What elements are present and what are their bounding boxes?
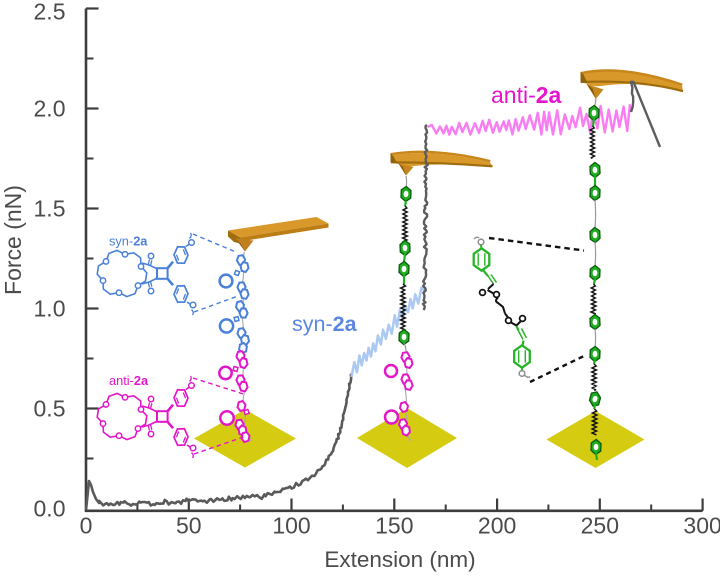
svg-text:2.5: 2.5 [34, 0, 66, 25]
svg-text:100: 100 [272, 513, 310, 539]
svg-text:200: 200 [478, 513, 516, 539]
svg-text:2.0: 2.0 [34, 96, 66, 122]
svg-text:300: 300 [683, 513, 720, 539]
svg-text:1.5: 1.5 [34, 196, 66, 222]
svg-text:150: 150 [375, 513, 413, 539]
svg-text:Extension (nm): Extension (nm) [324, 547, 475, 572]
svg-text:1.0: 1.0 [34, 296, 66, 322]
svg-text:anti-2a: anti-2a [491, 82, 562, 108]
svg-text:250: 250 [581, 513, 619, 539]
svg-text:0: 0 [80, 513, 93, 539]
svg-text:anti-2a: anti-2a [109, 373, 149, 388]
svg-text:0.0: 0.0 [34, 496, 66, 522]
svg-text:Force (nN): Force (nN) [0, 185, 26, 295]
svg-text:0.5: 0.5 [34, 396, 66, 422]
svg-text:50: 50 [176, 513, 202, 539]
svg-text:syn-2a: syn-2a [109, 234, 148, 249]
svg-text:syn-2a: syn-2a [292, 312, 358, 336]
